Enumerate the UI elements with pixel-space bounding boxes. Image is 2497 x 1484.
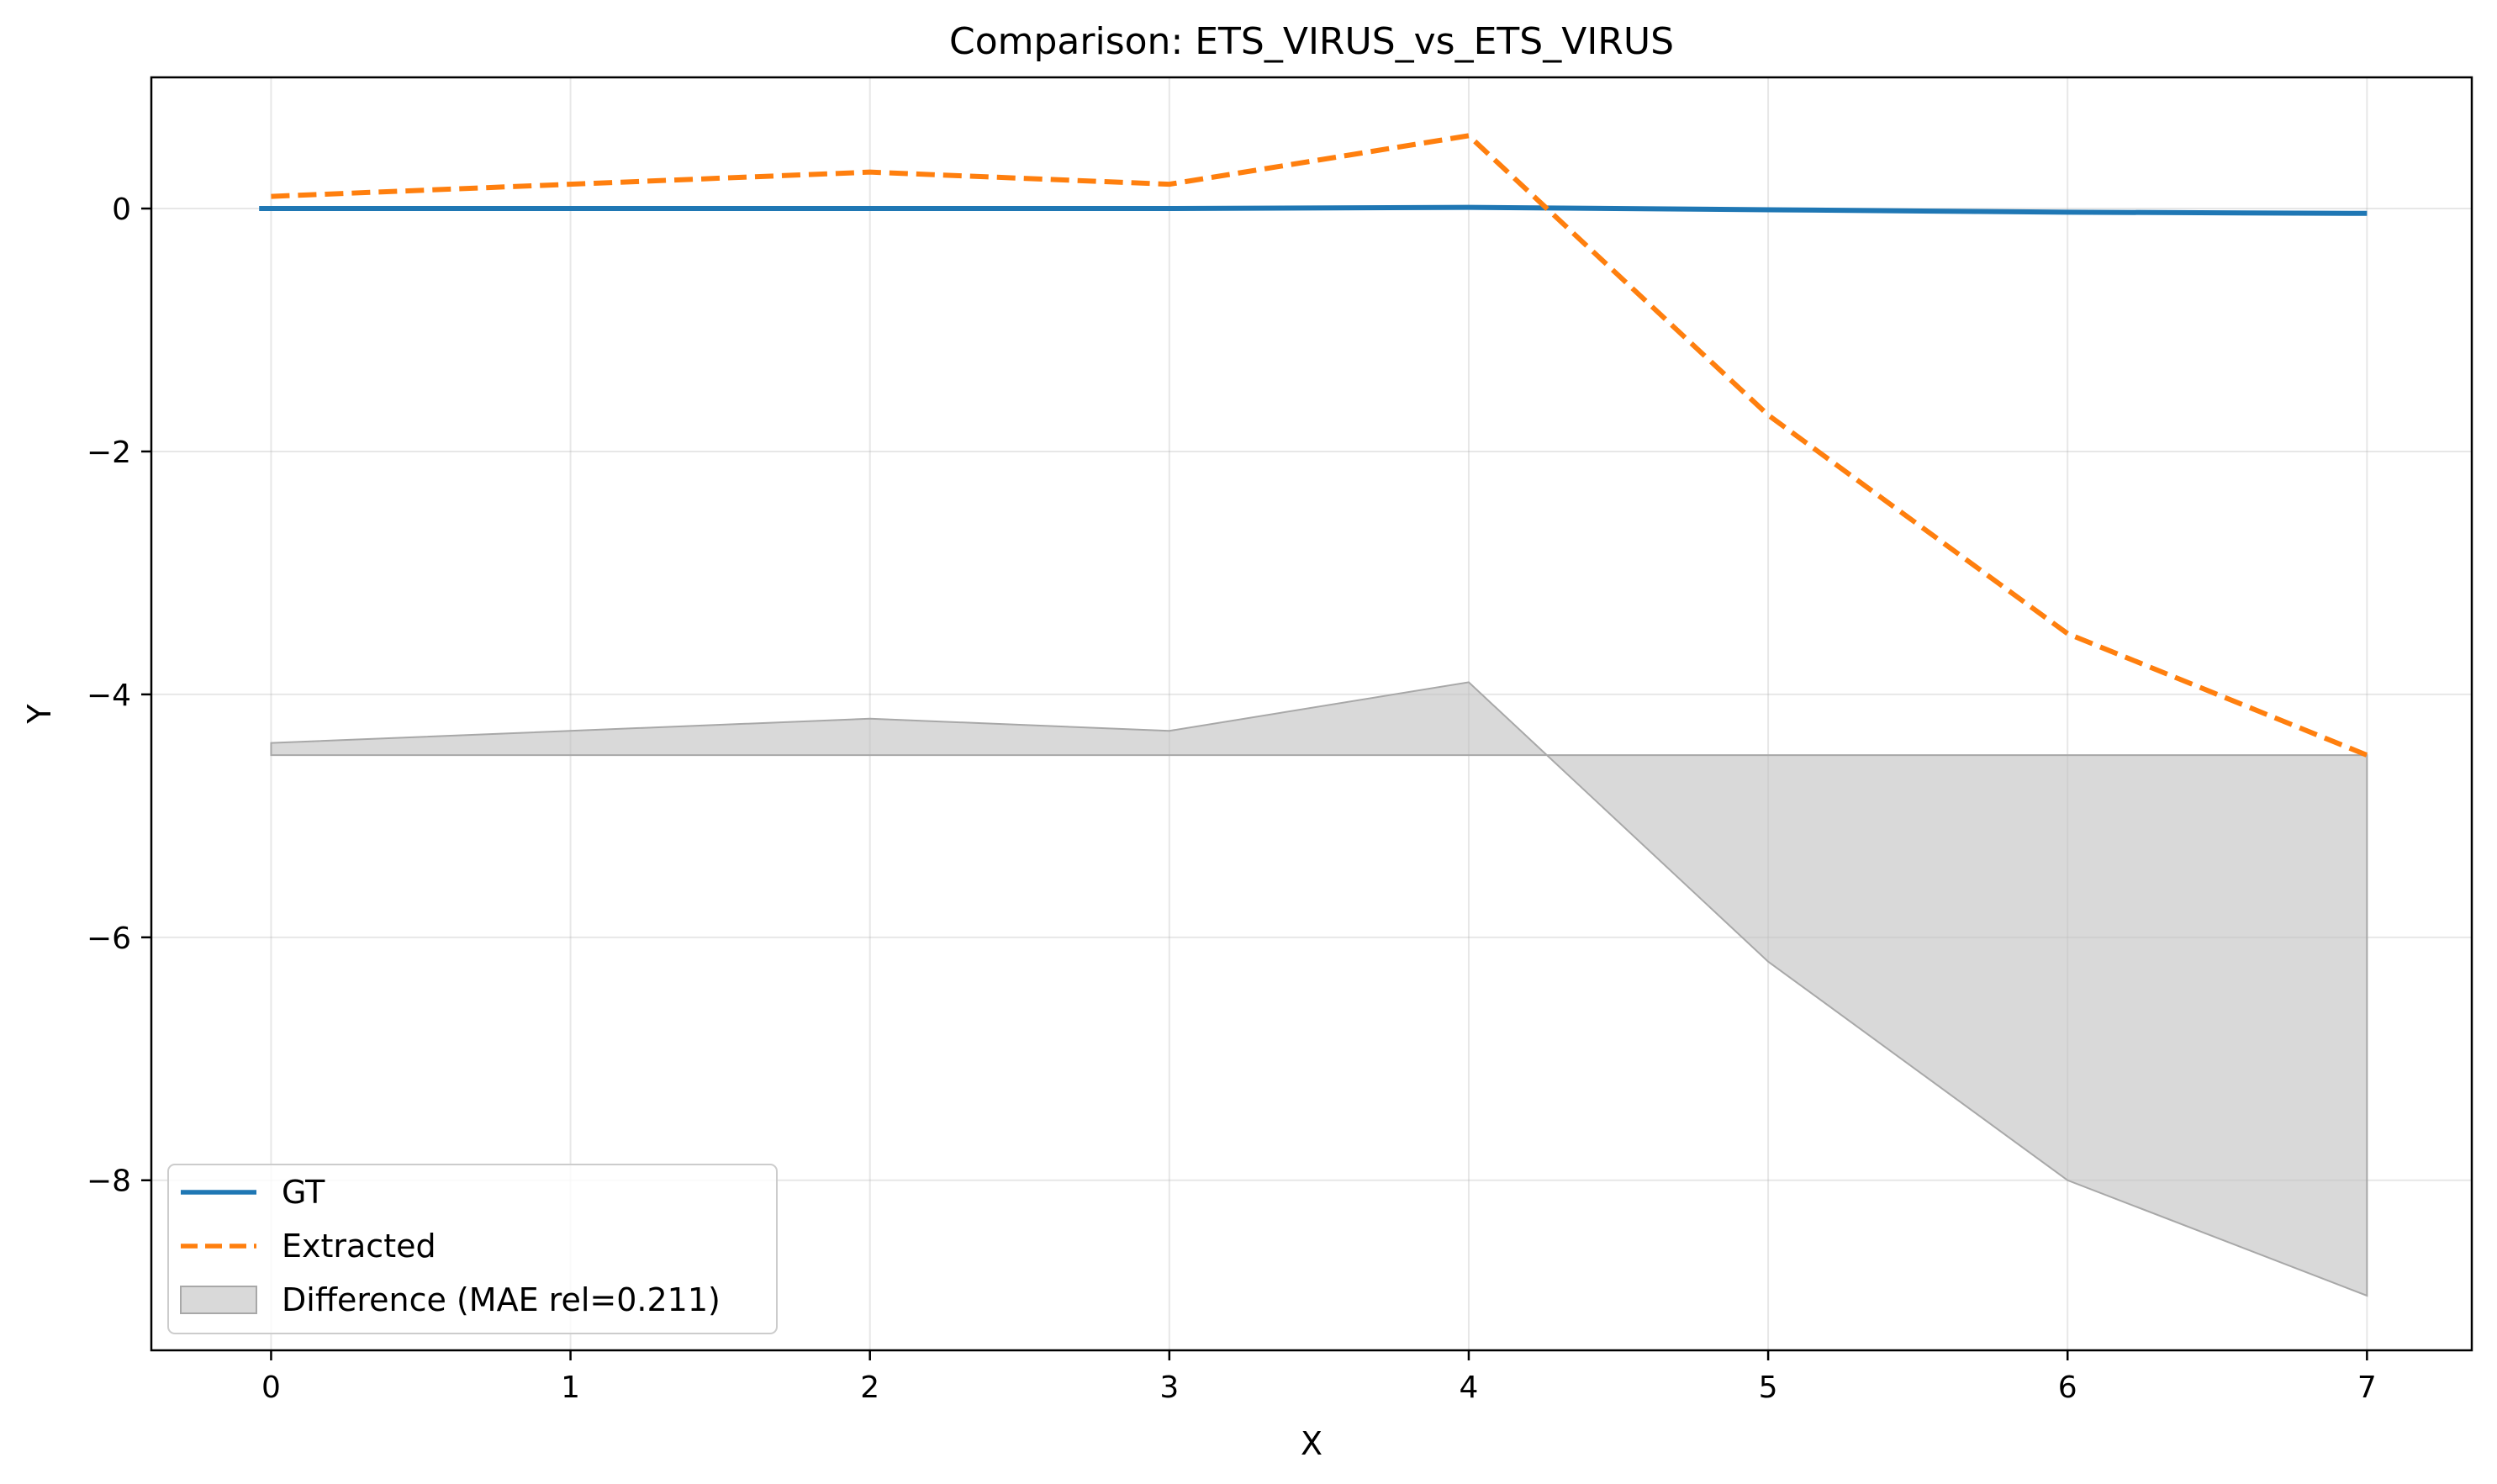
y-tick-label: −6 bbox=[87, 922, 131, 956]
y-axis-label: Y bbox=[21, 704, 58, 725]
plot-frame bbox=[150, 76, 2473, 1352]
series bbox=[259, 133, 2368, 758]
legend-difference-patch bbox=[180, 1286, 257, 1314]
x-tick-label: 6 bbox=[2058, 1370, 2077, 1405]
y-tick-label: −2 bbox=[87, 436, 131, 470]
chart-title: Comparison: ETS_VIRUS_vs_ETS_VIRUS bbox=[949, 20, 1674, 63]
series-line-extracted bbox=[271, 133, 2368, 758]
x-tick-label: 5 bbox=[1759, 1370, 1778, 1405]
x-tick-label: 0 bbox=[261, 1370, 281, 1405]
y-axis-ticks: 0 −2 −4 −6 −8 bbox=[87, 193, 151, 1199]
x-axis-label: X bbox=[1301, 1425, 1322, 1462]
x-tick-label: 1 bbox=[561, 1370, 580, 1405]
series-line-gt bbox=[259, 204, 2368, 216]
difference-fill bbox=[270, 681, 2368, 1297]
y-tick-label: −4 bbox=[87, 679, 131, 713]
x-tick-label: 7 bbox=[2357, 1370, 2377, 1405]
legend-gt-label: GT bbox=[282, 1174, 325, 1211]
x-tick-label: 4 bbox=[1460, 1370, 1479, 1405]
legend: GT Extracted Difference (MAE rel=0.211) bbox=[167, 1164, 778, 1334]
legend-extracted-label: Extracted bbox=[282, 1228, 436, 1265]
y-tick-label: 0 bbox=[112, 193, 131, 227]
y-tick-label: −8 bbox=[87, 1164, 131, 1199]
x-axis-ticks: 0 1 2 3 4 5 6 7 bbox=[261, 1350, 2377, 1405]
x-tick-label: 2 bbox=[860, 1370, 879, 1405]
difference-area bbox=[270, 681, 2368, 1297]
x-tick-label: 3 bbox=[1159, 1370, 1179, 1405]
legend-difference-label: Difference (MAE rel=0.211) bbox=[282, 1281, 721, 1318]
legend-box bbox=[167, 1164, 778, 1334]
